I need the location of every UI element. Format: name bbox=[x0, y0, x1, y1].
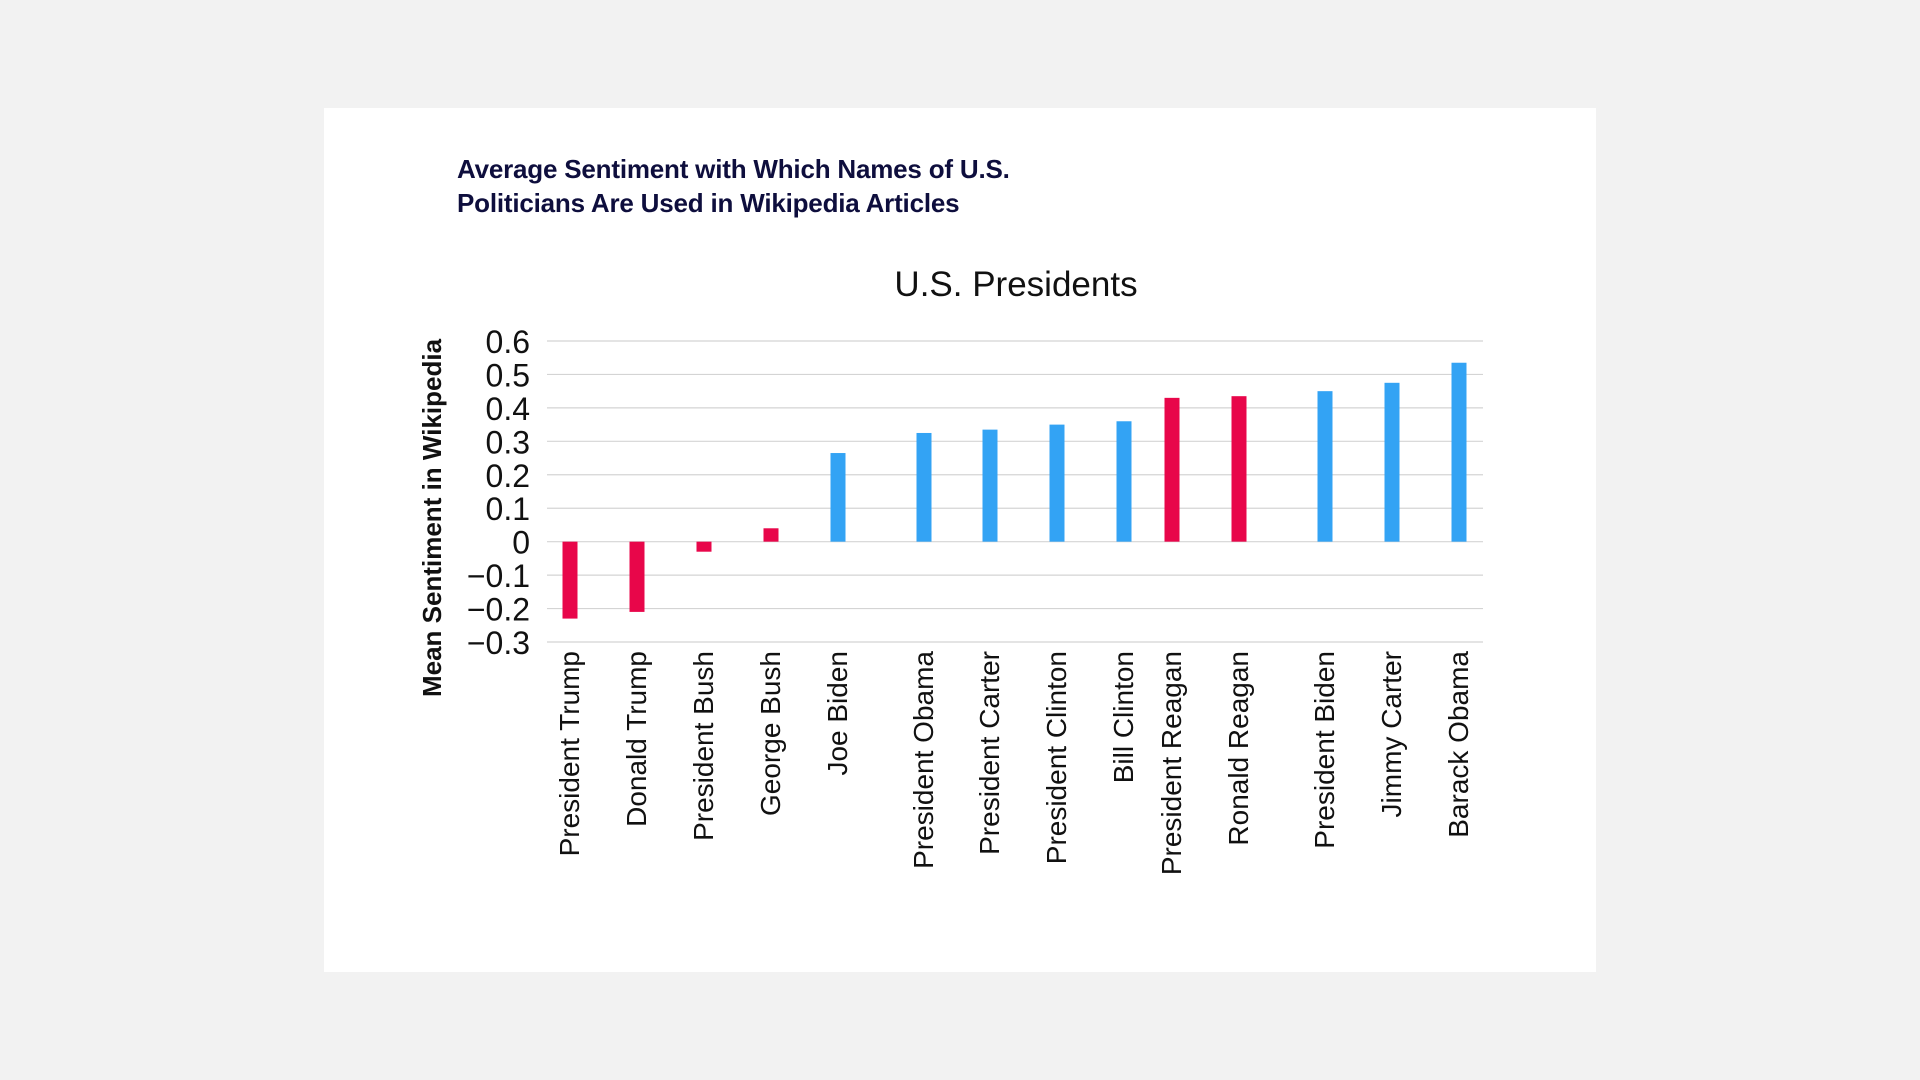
bar bbox=[1231, 396, 1247, 542]
gridlines bbox=[547, 340, 1483, 643]
bar bbox=[763, 528, 779, 542]
tick-labels: 0.60.50.40.30.20.10−0.1−0.2−0.3 President… bbox=[467, 324, 1474, 875]
x-tick-label: President Reagan bbox=[1156, 651, 1187, 875]
chart-title: U.S. Presidents bbox=[894, 265, 1137, 304]
bar bbox=[1164, 397, 1180, 542]
x-tick-label: Barack Obama bbox=[1443, 651, 1474, 838]
bar bbox=[1049, 424, 1065, 542]
y-tick-label: −0.2 bbox=[467, 592, 530, 628]
y-tick-label: 0.3 bbox=[486, 424, 530, 460]
y-tick-label: −0.3 bbox=[467, 625, 530, 661]
bar bbox=[830, 453, 846, 542]
x-tick-label: President Trump bbox=[554, 651, 585, 856]
x-tick-label: Jimmy Carter bbox=[1376, 651, 1407, 817]
x-tick-label: President Clinton bbox=[1041, 651, 1072, 864]
chart-card bbox=[324, 108, 1596, 972]
bar bbox=[1317, 391, 1333, 542]
x-tick-label: President Carter bbox=[974, 651, 1005, 855]
x-tick-label: President Biden bbox=[1309, 651, 1340, 849]
y-tick-label: −0.1 bbox=[467, 558, 530, 594]
y-tick-label: 0.4 bbox=[486, 391, 530, 427]
y-tick-label: 0.5 bbox=[486, 357, 530, 393]
bar bbox=[1451, 362, 1467, 542]
y-axis-label: Mean Sentiment in Wikipedia bbox=[417, 338, 447, 697]
x-tick-label: George Bush bbox=[755, 651, 786, 816]
bars bbox=[562, 362, 1467, 619]
bar bbox=[696, 541, 712, 552]
bar bbox=[916, 432, 932, 542]
y-tick-label: 0.1 bbox=[486, 491, 530, 527]
headline: Average Sentiment with Which Names of U.… bbox=[457, 152, 1157, 220]
bar bbox=[1116, 421, 1132, 542]
x-tick-label: Joe Biden bbox=[822, 651, 853, 776]
x-tick-label: Bill Clinton bbox=[1108, 651, 1139, 783]
y-tick-label: 0.6 bbox=[486, 324, 530, 360]
x-tick-label: Donald Trump bbox=[621, 651, 652, 827]
x-tick-label: President Bush bbox=[688, 651, 719, 841]
headline-line-2: Politicians Are Used in Wikipedia Articl… bbox=[457, 188, 960, 218]
bar bbox=[629, 541, 645, 612]
x-tick-label: Ronald Reagan bbox=[1223, 651, 1254, 846]
y-tick-label: 0 bbox=[512, 525, 530, 561]
y-tick-label: 0.2 bbox=[486, 458, 530, 494]
bar bbox=[982, 429, 998, 542]
headline-line-1: Average Sentiment with Which Names of U.… bbox=[457, 154, 1010, 184]
bar bbox=[562, 541, 578, 619]
bar bbox=[1384, 382, 1400, 542]
x-tick-label: President Obama bbox=[908, 651, 939, 869]
